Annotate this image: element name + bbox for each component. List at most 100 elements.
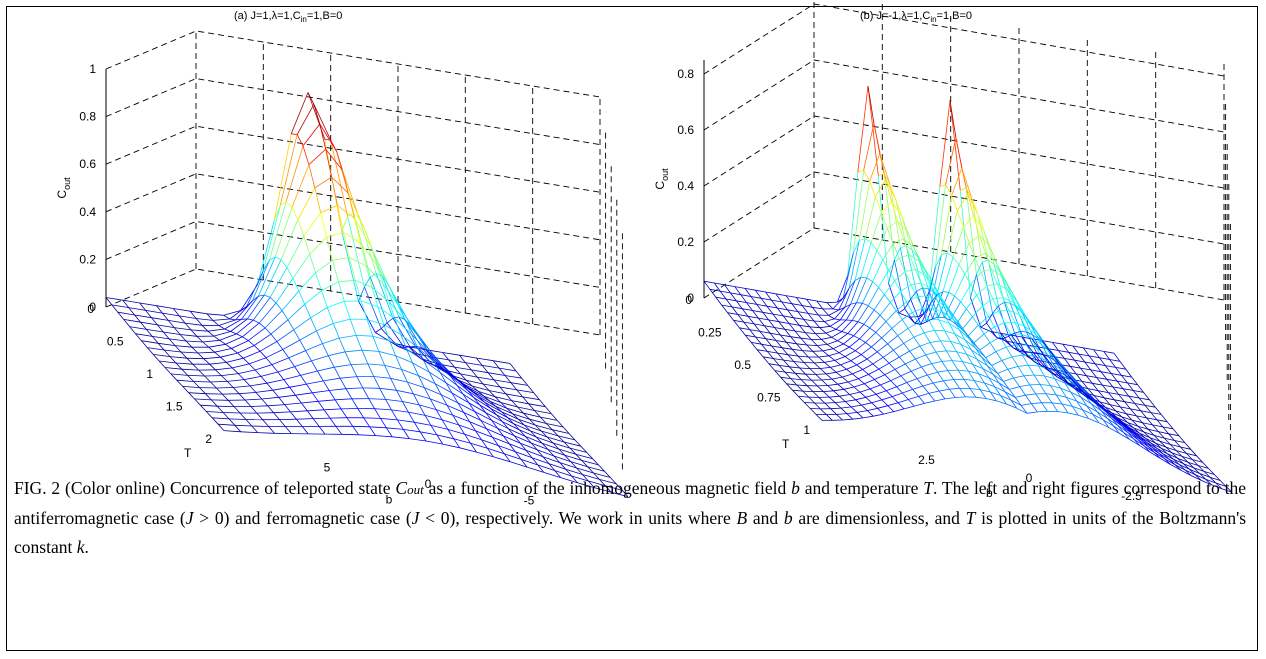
mesh-line bbox=[373, 376, 381, 389]
mesh-line bbox=[930, 254, 942, 303]
mesh-line bbox=[1091, 383, 1099, 391]
mesh-line bbox=[900, 370, 912, 377]
mesh-line bbox=[886, 386, 897, 392]
mesh-line bbox=[369, 426, 376, 436]
mesh-line bbox=[790, 378, 798, 386]
mesh-line bbox=[351, 398, 359, 409]
mesh-line bbox=[1023, 375, 1031, 386]
mesh-line bbox=[202, 339, 220, 343]
mesh-line bbox=[355, 279, 373, 288]
z-tick-label: 0.8 bbox=[79, 110, 96, 124]
mesh-line bbox=[222, 393, 229, 401]
mesh-line bbox=[885, 310, 897, 322]
mesh-line bbox=[950, 319, 957, 325]
mesh-line bbox=[983, 230, 991, 247]
mesh-line bbox=[990, 268, 998, 284]
mesh-line bbox=[1164, 437, 1175, 441]
mesh-line bbox=[743, 321, 751, 330]
mesh-line bbox=[185, 340, 193, 348]
mesh-line bbox=[1133, 427, 1144, 433]
mesh-line bbox=[1086, 405, 1094, 415]
mesh-line bbox=[300, 375, 307, 385]
mesh-line bbox=[170, 373, 178, 381]
mesh-line bbox=[973, 215, 985, 231]
mesh-line bbox=[520, 442, 538, 451]
mesh-line bbox=[821, 378, 832, 381]
mesh-line bbox=[973, 342, 981, 351]
mesh-line bbox=[825, 329, 837, 334]
mesh-line bbox=[889, 184, 901, 248]
mesh-line bbox=[765, 291, 772, 301]
mesh-line bbox=[534, 410, 541, 418]
mesh-line bbox=[1165, 446, 1177, 451]
mesh-line bbox=[510, 382, 518, 391]
mesh-line bbox=[844, 350, 856, 357]
mesh-line bbox=[940, 340, 951, 342]
mesh-line bbox=[477, 376, 495, 381]
mesh-line bbox=[947, 309, 954, 320]
mesh-line bbox=[903, 336, 915, 344]
mesh-line bbox=[774, 370, 782, 378]
mesh-line bbox=[164, 349, 182, 353]
mesh-line bbox=[1026, 345, 1033, 356]
mesh-line bbox=[1021, 336, 1028, 346]
mesh-line bbox=[1008, 310, 1020, 316]
mesh-line bbox=[1019, 386, 1026, 396]
mesh-line bbox=[193, 381, 200, 388]
panel-b-title-lambda: λ bbox=[901, 10, 907, 22]
mesh-line bbox=[368, 398, 386, 400]
mesh-line bbox=[881, 337, 888, 345]
mesh-line bbox=[378, 351, 386, 366]
mesh-line bbox=[938, 292, 950, 318]
mesh-line bbox=[725, 298, 733, 308]
mesh-line bbox=[1048, 368, 1060, 374]
mesh-line bbox=[1146, 442, 1154, 449]
mesh-line bbox=[565, 468, 572, 477]
mesh-line bbox=[454, 366, 461, 375]
mesh-line bbox=[867, 410, 874, 417]
mesh-line bbox=[1030, 352, 1042, 366]
mesh-line bbox=[826, 302, 834, 310]
mesh-line bbox=[1052, 342, 1059, 351]
mesh-line bbox=[200, 404, 207, 412]
z-tick-label: 0.6 bbox=[677, 123, 694, 137]
mesh-line bbox=[1080, 367, 1087, 376]
mesh-line bbox=[925, 351, 937, 356]
mesh-line bbox=[535, 424, 553, 431]
mesh-line bbox=[500, 402, 507, 409]
mesh-line bbox=[459, 447, 477, 453]
mesh-line bbox=[819, 327, 827, 334]
mesh-line bbox=[279, 419, 286, 427]
mesh-line bbox=[388, 301, 407, 322]
mesh-line bbox=[1042, 340, 1053, 343]
mesh-line bbox=[994, 386, 1006, 392]
mesh-line bbox=[194, 398, 212, 401]
mesh-line bbox=[418, 375, 436, 385]
mesh-line bbox=[1143, 431, 1155, 436]
mesh-line bbox=[391, 409, 409, 413]
mesh-line bbox=[940, 340, 947, 352]
mesh-line bbox=[884, 280, 896, 295]
mesh-line bbox=[1150, 412, 1162, 415]
mesh-line bbox=[1054, 378, 1061, 389]
mesh-line bbox=[1039, 384, 1047, 394]
z-tick-label: 0.4 bbox=[79, 205, 96, 219]
mesh-line bbox=[410, 324, 417, 333]
mesh-line bbox=[339, 378, 347, 389]
mesh-line bbox=[537, 464, 545, 473]
mesh-line bbox=[587, 466, 594, 474]
mesh-line bbox=[213, 331, 231, 337]
mesh-line bbox=[893, 349, 900, 358]
mesh-line bbox=[858, 181, 870, 241]
mesh-line bbox=[141, 340, 148, 348]
mesh-line bbox=[802, 350, 809, 358]
mesh-line bbox=[219, 333, 237, 341]
mesh-line bbox=[425, 349, 443, 353]
mesh-line bbox=[1152, 424, 1159, 432]
mesh-line bbox=[184, 322, 192, 331]
mesh-line bbox=[234, 424, 252, 427]
mesh-line bbox=[982, 298, 994, 307]
mesh-line bbox=[358, 434, 376, 436]
mesh-line bbox=[320, 212, 327, 238]
caption-c: Cout bbox=[395, 478, 423, 498]
